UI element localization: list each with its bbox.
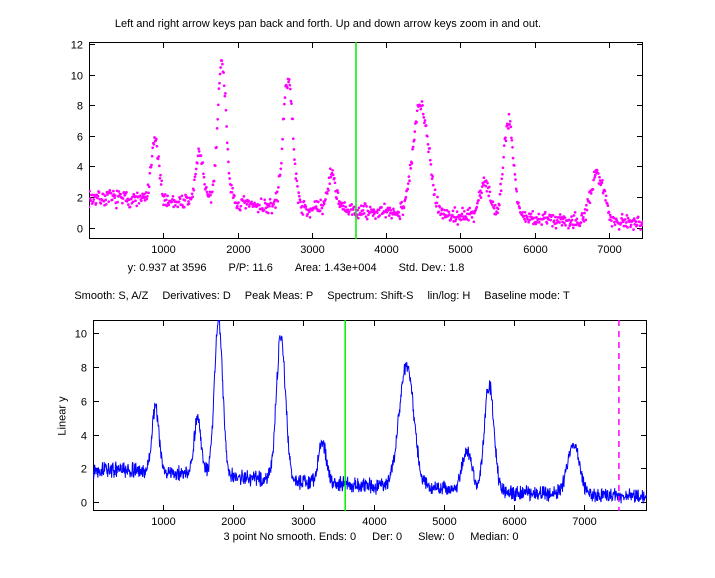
y-tick-label: 6 — [77, 132, 83, 144]
slew-status: Slew: 0 — [418, 531, 455, 543]
processing-status-row: 3 point No smooth. Ends: 0 Der: 0 Slew: … — [223, 531, 518, 543]
y-tick-label: 6 — [81, 397, 87, 409]
x-tick-label: 4000 — [374, 244, 398, 256]
figure-title: Left and right arrow keys pan back and f… — [114, 18, 542, 30]
baseline-mode-key-hint: Baseline mode: T — [484, 290, 570, 302]
y-tick-label: 4 — [81, 431, 87, 443]
x-tick-label: 7000 — [572, 516, 596, 528]
x-tick-label: 6000 — [523, 244, 547, 256]
signal-series — [93, 320, 647, 504]
x-tick-label: 1000 — [151, 244, 175, 256]
smooth-status: 3 point No smooth. Ends: 0 — [223, 531, 357, 543]
x-tick-label: 2000 — [226, 244, 250, 256]
y-tick-label: 0 — [77, 224, 83, 236]
linlog-key-hint: lin/log: H — [427, 290, 471, 302]
stddev-readout: Std. Dev.: 1.8 — [398, 262, 465, 274]
y-tick-label: 10 — [71, 71, 83, 83]
y-tick-label: 0 — [81, 498, 87, 510]
y-tick-label: 10 — [75, 329, 87, 341]
median-status: Median: 0 — [470, 531, 519, 543]
y-tick-label: 4 — [77, 162, 83, 174]
axes-box — [93, 320, 647, 511]
axes-box — [89, 42, 643, 239]
x-tick-label: 3000 — [291, 516, 315, 528]
y-tick-label: 12 — [71, 40, 83, 52]
x-tick-label: 5000 — [432, 516, 456, 528]
x-tick-label: 7000 — [597, 244, 621, 256]
x-tick-label: 3000 — [300, 244, 324, 256]
keyboard-hints-row: Smooth: S, A/Z Derivatives: D Peak Meas:… — [74, 290, 569, 302]
der-status: Der: 0 — [372, 531, 403, 543]
y-tick-label: 8 — [81, 363, 87, 375]
smooth-key-hint: Smooth: S, A/Z — [74, 290, 149, 302]
peak-meas-key-hint: Peak Meas: P — [244, 290, 314, 302]
x-tick-label: 6000 — [502, 516, 526, 528]
y-axis-label-container: Linear y — [43, 320, 82, 511]
bottom-signal-plot[interactable]: 1000 2000 3000 4000 5000 6000 7000 0 2 4 6 8 10 — [75, 320, 647, 528]
top-spectrum-plot[interactable]: 1000 2000 3000 4000 5000 6000 7000 0 2 4 6 8 10 12 — [71, 40, 643, 256]
y-axis-label: Linear y — [56, 395, 69, 436]
spectrum-key-hint: Spectrum: Shift-S — [327, 290, 414, 302]
peak-to-peak-readout: P/P: 11.6 — [228, 262, 273, 274]
x-tick-label: 4000 — [362, 516, 386, 528]
spectrum-series — [89, 59, 643, 231]
y-tick-label: 8 — [77, 101, 83, 113]
y-tick-label: 2 — [81, 464, 87, 476]
y-tick-label: 2 — [77, 193, 83, 205]
x-tick-label: 2000 — [221, 516, 245, 528]
measurement-readout-row: y: 0.937 at 3596 P/P: 11.6 Area: 1.43e+0… — [128, 262, 465, 274]
x-tick-label: 5000 — [448, 244, 472, 256]
area-readout: Area: 1.43e+004 — [294, 262, 377, 274]
derivatives-key-hint: Derivatives: D — [162, 290, 231, 302]
x-tick-label: 1000 — [151, 516, 175, 528]
cursor-y-readout: y: 0.937 at 3596 — [127, 262, 207, 274]
